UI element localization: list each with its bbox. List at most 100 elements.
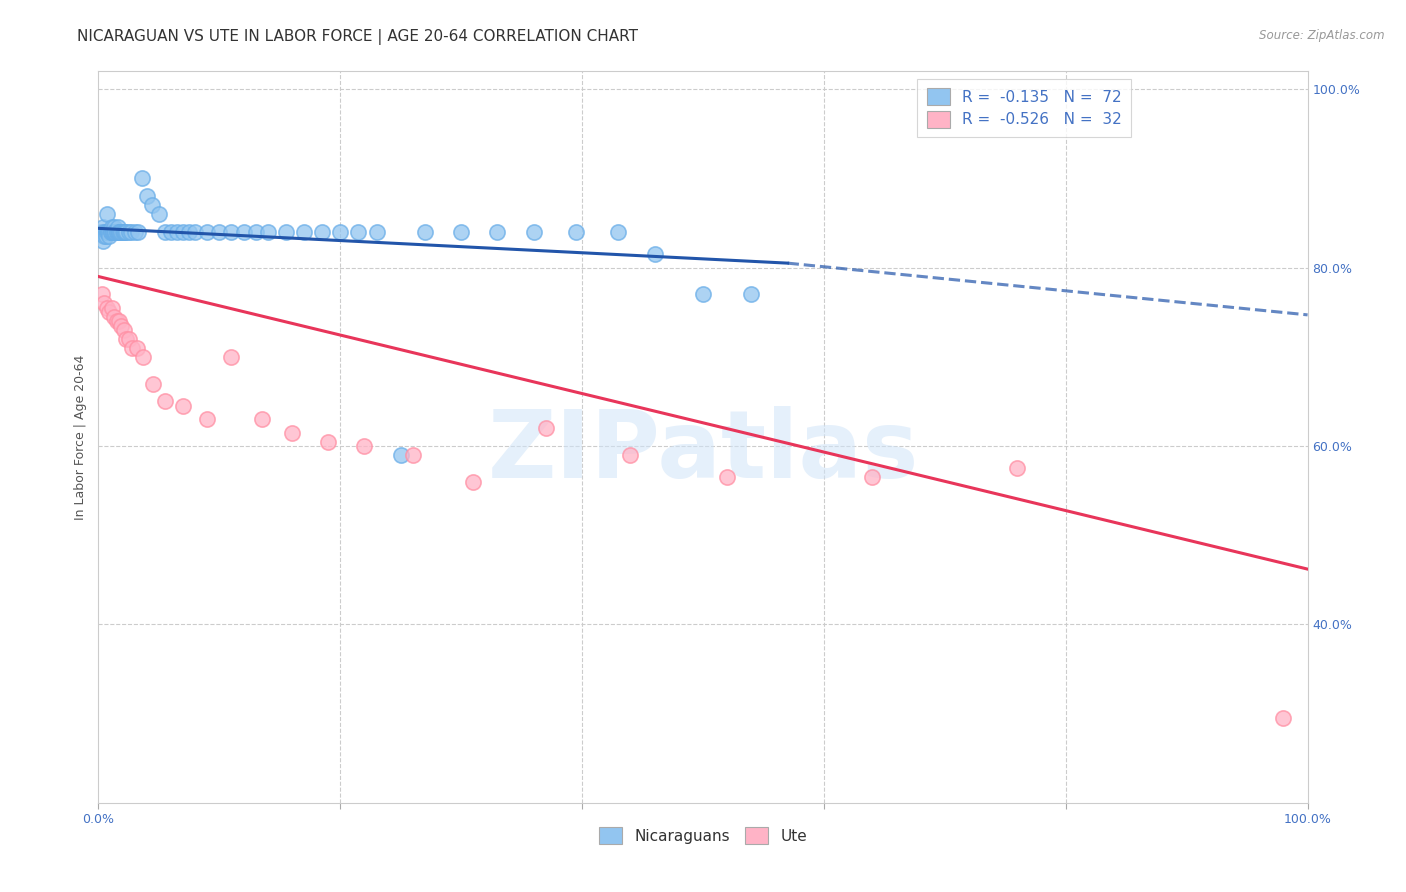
- Point: [232, 225, 254, 239]
- Point: [100, 225, 122, 239]
- Text: ZIPatlas: ZIPatlas: [488, 406, 918, 498]
- Text: Source: ZipAtlas.com: Source: ZipAtlas.com: [1260, 29, 1385, 42]
- Point: [121, 341, 143, 355]
- Point: [347, 225, 370, 239]
- Legend: Nicaraguans, Ute: Nicaraguans, Ute: [593, 822, 813, 850]
- Point: [114, 225, 136, 239]
- Point: [250, 412, 273, 426]
- Point: [486, 225, 509, 239]
- Point: [101, 225, 124, 239]
- Point: [90, 225, 112, 239]
- Point: [103, 310, 125, 324]
- Point: [96, 207, 118, 221]
- Point: [103, 225, 125, 239]
- Point: [105, 314, 128, 328]
- Point: [534, 421, 557, 435]
- Point: [565, 225, 588, 239]
- Point: [366, 225, 388, 239]
- Point: [172, 399, 194, 413]
- Point: [91, 225, 114, 239]
- Point: [245, 225, 267, 239]
- Point: [107, 220, 129, 235]
- Point: [97, 225, 120, 239]
- Point: [108, 225, 131, 239]
- Point: [112, 323, 135, 337]
- Point: [110, 318, 132, 333]
- Point: [274, 225, 297, 239]
- Point: [860, 470, 883, 484]
- Point: [115, 225, 138, 239]
- Point: [195, 225, 218, 239]
- Point: [105, 225, 128, 239]
- Point: [100, 301, 122, 315]
- Point: [166, 225, 188, 239]
- Point: [115, 332, 138, 346]
- Point: [98, 305, 121, 319]
- Point: [153, 394, 176, 409]
- Point: [692, 287, 714, 301]
- Point: [160, 225, 183, 239]
- Point: [329, 225, 352, 239]
- Point: [107, 225, 129, 239]
- Point: [104, 225, 127, 239]
- Point: [740, 287, 762, 301]
- Point: [135, 189, 157, 203]
- Point: [120, 225, 142, 239]
- Point: [389, 448, 412, 462]
- Point: [108, 225, 131, 239]
- Point: [172, 225, 194, 239]
- Point: [208, 225, 231, 239]
- Text: NICARAGUAN VS UTE IN LABOR FORCE | AGE 20-64 CORRELATION CHART: NICARAGUAN VS UTE IN LABOR FORCE | AGE 2…: [77, 29, 638, 45]
- Point: [221, 225, 243, 239]
- Point: [141, 198, 163, 212]
- Point: [195, 412, 218, 426]
- Point: [105, 225, 128, 239]
- Y-axis label: In Labor Force | Age 20-64: In Labor Force | Age 20-64: [75, 354, 87, 520]
- Point: [108, 314, 131, 328]
- Point: [619, 448, 641, 462]
- Point: [100, 225, 122, 239]
- Point: [463, 475, 485, 489]
- Point: [1272, 711, 1295, 725]
- Point: [353, 439, 375, 453]
- Point: [450, 225, 472, 239]
- Point: [96, 301, 118, 315]
- Point: [153, 225, 176, 239]
- Point: [110, 225, 132, 239]
- Point: [132, 350, 155, 364]
- Point: [97, 225, 120, 239]
- Point: [316, 434, 339, 449]
- Point: [100, 225, 122, 239]
- Point: [281, 425, 304, 440]
- Point: [402, 448, 425, 462]
- Point: [101, 225, 124, 239]
- Point: [127, 341, 149, 355]
- Point: [98, 229, 121, 244]
- Point: [91, 287, 114, 301]
- Point: [127, 225, 149, 239]
- Point: [91, 220, 114, 235]
- Point: [108, 225, 131, 239]
- Point: [607, 225, 630, 239]
- Point: [1007, 461, 1029, 475]
- Point: [98, 225, 121, 239]
- Point: [93, 229, 115, 244]
- Point: [93, 225, 115, 239]
- Point: [94, 225, 117, 239]
- Point: [221, 350, 243, 364]
- Point: [523, 225, 546, 239]
- Point: [716, 470, 738, 484]
- Point: [96, 225, 118, 239]
- Point: [103, 220, 125, 235]
- Point: [184, 225, 207, 239]
- Point: [256, 225, 278, 239]
- Point: [111, 225, 134, 239]
- Point: [644, 247, 666, 261]
- Point: [292, 225, 315, 239]
- Point: [413, 225, 436, 239]
- Point: [118, 225, 141, 239]
- Point: [93, 296, 115, 310]
- Point: [148, 207, 170, 221]
- Point: [104, 225, 127, 239]
- Point: [142, 376, 165, 391]
